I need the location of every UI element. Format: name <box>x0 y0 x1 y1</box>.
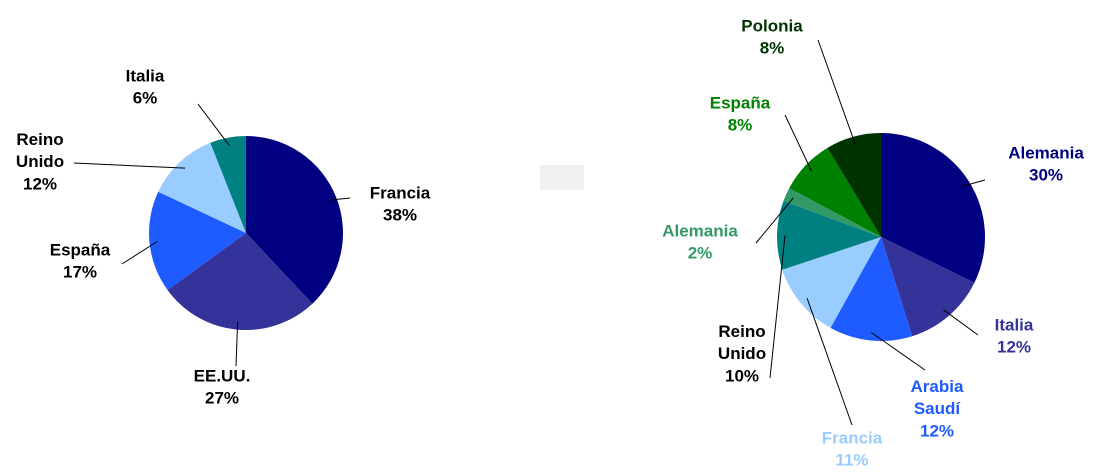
value-label: 38% <box>383 205 417 224</box>
slice-label: EE.UU. <box>194 366 251 385</box>
leader-line <box>871 332 926 371</box>
value-label: 12% <box>23 174 57 193</box>
leader-line <box>328 197 351 201</box>
slice-label: Italia <box>995 315 1034 334</box>
slice-label: España <box>50 240 111 259</box>
leader-line <box>962 179 986 187</box>
leader-line <box>943 309 979 336</box>
value-label: 12% <box>920 421 954 440</box>
leader-line <box>73 162 186 169</box>
slice-label: Italia <box>126 66 165 85</box>
value-label: 8% <box>760 38 785 57</box>
leader-line <box>235 321 239 367</box>
slice-label: Polonia <box>741 16 803 35</box>
slice-label: Francia <box>370 183 431 202</box>
pie-slice <box>210 136 246 233</box>
slice-label: Francia <box>822 428 883 447</box>
leader-line <box>769 235 786 379</box>
slice-label: Arabia Saudí <box>911 377 964 418</box>
pie-slice <box>881 133 985 283</box>
value-label: 10% <box>725 366 759 385</box>
value-label: 2% <box>688 243 713 262</box>
value-label: 8% <box>728 115 753 134</box>
pie-slice <box>783 188 881 237</box>
placeholder-box <box>540 165 584 190</box>
pie-slice <box>830 237 913 341</box>
pie-slice <box>158 142 246 233</box>
pie-slice <box>881 237 975 337</box>
pie-slice <box>789 147 881 237</box>
slice-label: Reino Unido <box>718 322 766 363</box>
value-label: 30% <box>1029 165 1063 184</box>
leader-line <box>755 197 794 244</box>
pie-slice <box>782 237 881 328</box>
slice-label: Alemania <box>662 221 738 240</box>
leader-line <box>806 298 853 426</box>
pie-slice <box>246 136 343 304</box>
leader-line <box>121 240 158 265</box>
leader-line <box>817 39 856 145</box>
slice-label: Reino Unido <box>16 130 64 171</box>
slice-label: Alemania <box>1008 143 1084 162</box>
value-label: 6% <box>133 88 158 107</box>
pie-slice <box>777 200 881 270</box>
value-label: 27% <box>205 388 239 407</box>
value-label: 17% <box>63 262 97 281</box>
leader-line <box>197 103 230 146</box>
pie-slice <box>167 233 313 330</box>
pie-slice <box>827 133 881 237</box>
leader-line <box>784 114 812 172</box>
slice-label: España <box>710 93 771 112</box>
pie-slice <box>148 191 246 291</box>
value-label: 12% <box>997 337 1031 356</box>
value-label: 11% <box>835 450 868 469</box>
